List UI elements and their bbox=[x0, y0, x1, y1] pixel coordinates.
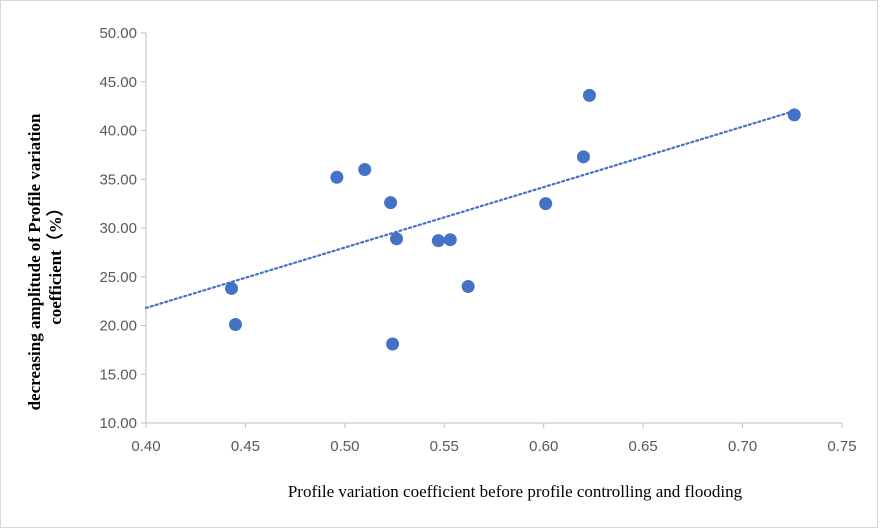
data-point bbox=[576, 150, 590, 164]
y-tick-label: 10.00 bbox=[99, 415, 137, 432]
x-tick-label: 0.45 bbox=[231, 438, 260, 455]
data-point bbox=[384, 196, 398, 210]
data-point bbox=[330, 170, 344, 184]
data-point bbox=[431, 234, 445, 248]
x-tick-label: 0.50 bbox=[330, 438, 359, 455]
data-point bbox=[582, 88, 596, 102]
y-tick-label: 20.00 bbox=[99, 318, 137, 335]
y-tick-label: 40.00 bbox=[99, 123, 137, 140]
x-tick-label: 0.75 bbox=[827, 438, 856, 455]
data-point bbox=[787, 108, 801, 122]
y-tick-label: 30.00 bbox=[99, 220, 137, 237]
y-tick-label: 35.00 bbox=[99, 171, 137, 188]
data-point bbox=[461, 280, 475, 293]
trendline bbox=[144, 109, 796, 310]
y-tick-label: 15.00 bbox=[99, 366, 137, 383]
x-tick-label: 0.65 bbox=[629, 438, 658, 455]
y-tick-label: 45.00 bbox=[99, 74, 137, 91]
data-point bbox=[390, 232, 404, 246]
y-axis-title-line2: coefficient（%） bbox=[45, 199, 65, 325]
data-point bbox=[539, 197, 553, 211]
data-point bbox=[443, 233, 457, 247]
y-axis-title: decreasing amplitude of Profile variatio… bbox=[25, 113, 65, 410]
x-tick-label: 0.55 bbox=[430, 438, 459, 455]
x-tick-label: 0.70 bbox=[728, 438, 757, 455]
y-tick-label: 25.00 bbox=[99, 269, 137, 286]
data-point bbox=[358, 163, 372, 176]
y-axis-title-line1: decreasing amplitude of Profile variatio… bbox=[25, 113, 44, 410]
data-point bbox=[225, 281, 239, 295]
data-point bbox=[386, 337, 400, 351]
x-axis-title: Profile variation coefficient before pro… bbox=[288, 482, 743, 501]
x-tick-label: 0.60 bbox=[529, 438, 558, 455]
y-tick-label: 50.00 bbox=[99, 25, 137, 42]
data-point bbox=[228, 318, 242, 332]
x-tick-label: 0.40 bbox=[131, 438, 160, 455]
